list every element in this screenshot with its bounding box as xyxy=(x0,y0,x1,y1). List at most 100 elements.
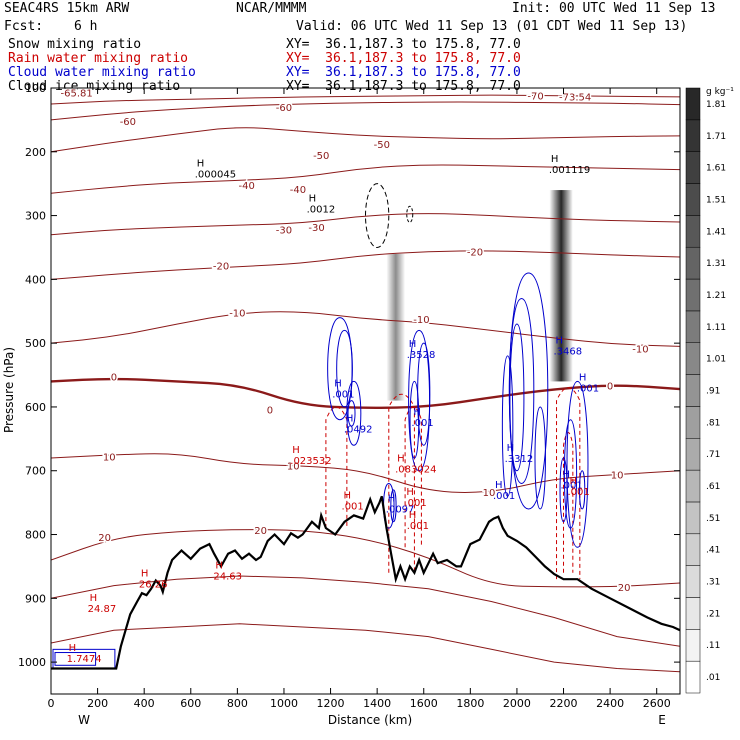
cloud-water-contour xyxy=(566,380,589,548)
isotherm-label: -60 xyxy=(276,103,292,114)
cloud-water-contour xyxy=(509,323,525,472)
center-name: NCAR/MMMM xyxy=(236,1,307,16)
max-h-marker: H xyxy=(388,493,396,504)
x-tick-label: 1200 xyxy=(317,697,345,710)
max-h-marker: H xyxy=(409,510,417,521)
max-h-marker: H xyxy=(309,193,317,204)
max-h-marker: H xyxy=(507,443,515,454)
max-value-label: .3468 xyxy=(554,347,583,358)
colorbar-label: .51 xyxy=(706,514,720,524)
max-value-label: .001 xyxy=(404,498,426,509)
terrain-line xyxy=(51,495,680,670)
cloud-water-contour xyxy=(346,380,362,446)
isotherm-label: 20 xyxy=(254,526,267,537)
field-cloud-ice-xy: XY= 36.1,187.3 to 175.8, 77.0 xyxy=(286,79,521,94)
field-snow-name: Snow mixing ratio xyxy=(8,37,142,52)
colorbar-cell xyxy=(685,87,701,121)
max-value-label: .001 xyxy=(332,389,354,400)
x-tick-label: 800 xyxy=(227,697,248,710)
colorbar-label: 1.31 xyxy=(706,259,726,269)
y-tick-label: 800 xyxy=(25,529,46,542)
colorbar-label: .31 xyxy=(706,578,720,588)
x-tick-label: 1600 xyxy=(410,697,438,710)
max-value-label: 26.26 xyxy=(139,580,168,591)
colorbar-cell xyxy=(685,119,701,152)
y-tick-label: 600 xyxy=(25,401,46,414)
isotherm-label: -40 xyxy=(290,185,306,196)
max-h-marker: H xyxy=(344,491,352,502)
max-h-marker: H xyxy=(90,593,98,604)
colorbar-cell xyxy=(685,660,701,694)
init-time: Init: 00 UTC Wed 11 Sep 13 xyxy=(512,1,716,16)
max-h-marker: H xyxy=(397,454,405,465)
field-cloud-water-xy: XY= 36.1,187.3 to 175.8, 77.0 xyxy=(286,65,521,80)
field-snow-xy: XY= 36.1,187.3 to 175.8, 77.0 xyxy=(286,37,521,52)
isotherm-label: 0 xyxy=(267,405,273,416)
y-tick-label: 700 xyxy=(25,465,46,478)
max-h-marker: H xyxy=(551,154,559,165)
model-name: SEAC4RS 15km ARW xyxy=(4,1,130,16)
colorbar-cell xyxy=(685,469,701,503)
isotherm-label: -10 xyxy=(632,344,648,355)
x-tick-label: 2200 xyxy=(550,697,578,710)
field-rain-xy: XY= 36.1,187.3 to 175.8, 77.0 xyxy=(286,51,521,66)
x-tick-label: 1800 xyxy=(456,697,484,710)
rain-water-contour xyxy=(556,387,581,580)
colorbar-cell xyxy=(685,183,701,216)
max-h-marker: H xyxy=(346,414,354,425)
rain-water-contour xyxy=(388,393,415,573)
isotherm-label: -20 xyxy=(467,247,483,258)
colorbar-label: .01 xyxy=(706,673,720,683)
colorbar-cell xyxy=(685,629,701,662)
max-h-marker: H xyxy=(495,480,503,491)
isotherm--30 xyxy=(51,213,680,236)
y-tick-label: 400 xyxy=(25,273,46,286)
colorbar-cell xyxy=(685,310,701,343)
max-h-marker: H xyxy=(406,487,414,498)
max-value-label: .001 xyxy=(407,521,429,532)
colorbar-cell xyxy=(685,533,701,566)
rain-water-contours xyxy=(325,387,581,580)
colorbar-cell xyxy=(685,438,701,471)
field-cloud-water-name: Cloud water mixing ratio xyxy=(8,65,196,80)
colorbar-label: 1.81 xyxy=(706,100,726,110)
isotherm-label: 10 xyxy=(611,471,624,482)
colorbar-cell xyxy=(685,215,701,248)
temperature-isotherms xyxy=(51,94,680,673)
isotherm-label: -65.81 xyxy=(61,88,93,99)
colorbar-cell xyxy=(685,342,701,375)
colorbar-unit: g kg⁻¹ xyxy=(706,87,734,97)
snow-plume-east xyxy=(549,190,573,382)
cloud-water-contour xyxy=(409,380,420,459)
colorbar-label: .41 xyxy=(706,546,720,556)
cloud-water-contour xyxy=(408,329,431,472)
colorbar-cell xyxy=(685,246,701,280)
max-value-label: .001 xyxy=(577,384,599,395)
colorbar-label: 1.01 xyxy=(706,355,726,365)
x-axis-label: Distance (km) xyxy=(328,713,412,727)
isotherm-label: 0 xyxy=(607,381,613,392)
cloud-water-contour xyxy=(563,419,578,529)
isotherm-label: -60 xyxy=(120,117,136,128)
snow-ice-shading xyxy=(386,190,573,401)
colorbar-cell xyxy=(685,597,701,630)
x-tick-label: 1000 xyxy=(270,697,298,710)
max-h-marker: H xyxy=(563,470,571,481)
colorbar-label: 1.41 xyxy=(706,227,726,237)
max-value-label: 24.63 xyxy=(213,571,242,582)
y-tick-label: 1000 xyxy=(18,656,46,669)
cloud-ice-contours xyxy=(365,183,414,248)
plot-frame xyxy=(50,87,681,695)
max-value-label: .3312 xyxy=(505,454,534,465)
max-value-label: .3528 xyxy=(407,350,436,361)
isotherm-label: 10 xyxy=(483,488,496,499)
colorbar-cell xyxy=(685,278,701,312)
colorbar-label: .81 xyxy=(706,418,720,428)
max-value-label: .0012 xyxy=(307,204,336,215)
colorbar-label: 1.61 xyxy=(706,164,726,174)
cloud-water-contour xyxy=(534,406,546,510)
x-tick-label: 400 xyxy=(134,697,155,710)
cloud-water-contours xyxy=(52,272,589,669)
cloud-water-contour-surface xyxy=(54,652,97,666)
x-tick-label: 2600 xyxy=(643,697,671,710)
